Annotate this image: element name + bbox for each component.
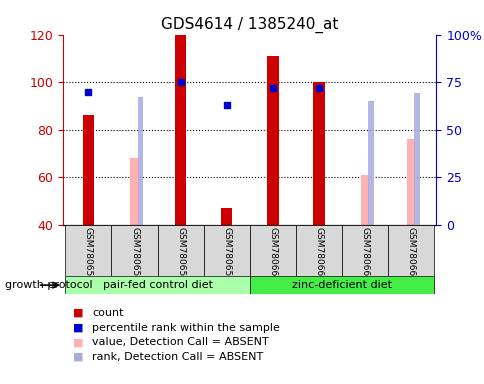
- Bar: [65, 225, 111, 276]
- Text: ■: ■: [73, 337, 83, 347]
- Text: ■: ■: [73, 323, 83, 333]
- Bar: [267, 56, 278, 225]
- Text: GSM780662: GSM780662: [360, 227, 369, 282]
- Text: zinc-deficient diet: zinc-deficient diet: [291, 280, 391, 290]
- Bar: [157, 225, 203, 276]
- Text: pair-fed control diet: pair-fed control diet: [102, 280, 212, 290]
- Bar: [367, 101, 373, 225]
- Text: rank, Detection Call = ABSENT: rank, Detection Call = ABSENT: [92, 352, 263, 362]
- Text: count: count: [92, 308, 123, 318]
- Text: percentile rank within the sample: percentile rank within the sample: [92, 323, 279, 333]
- Bar: [175, 35, 186, 225]
- Bar: [137, 97, 143, 225]
- Bar: [295, 225, 341, 276]
- Bar: [82, 115, 94, 225]
- Bar: [360, 175, 368, 225]
- Bar: [130, 158, 138, 225]
- Text: GSM780656: GSM780656: [84, 227, 93, 282]
- Bar: [249, 276, 433, 294]
- Text: ■: ■: [73, 308, 83, 318]
- Text: GSM780657: GSM780657: [130, 227, 139, 282]
- Text: GSM780660: GSM780660: [268, 227, 277, 282]
- Bar: [111, 225, 157, 276]
- Title: GDS4614 / 1385240_at: GDS4614 / 1385240_at: [161, 17, 338, 33]
- Bar: [221, 208, 232, 225]
- Bar: [65, 276, 249, 294]
- Bar: [203, 225, 249, 276]
- Text: value, Detection Call = ABSENT: value, Detection Call = ABSENT: [92, 337, 268, 347]
- Bar: [249, 225, 295, 276]
- Text: GSM780661: GSM780661: [314, 227, 323, 282]
- Bar: [387, 225, 433, 276]
- Text: ■: ■: [73, 352, 83, 362]
- Text: GSM780658: GSM780658: [176, 227, 185, 282]
- Bar: [413, 93, 419, 225]
- Bar: [313, 82, 324, 225]
- Bar: [341, 225, 387, 276]
- Text: GSM780659: GSM780659: [222, 227, 231, 282]
- Text: GSM780663: GSM780663: [406, 227, 415, 282]
- Bar: [406, 139, 414, 225]
- Text: growth protocol: growth protocol: [5, 280, 92, 290]
